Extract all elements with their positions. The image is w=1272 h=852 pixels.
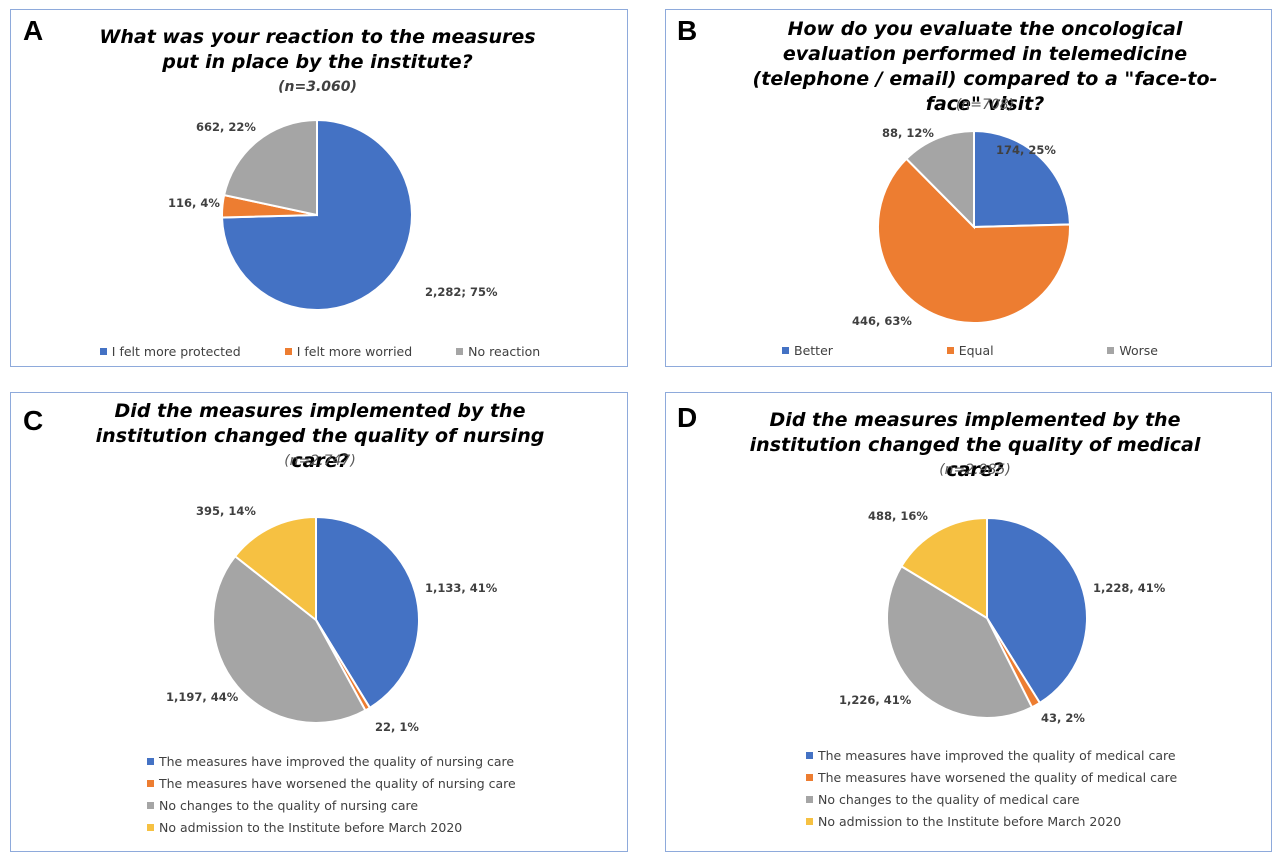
- legend-swatch: [147, 758, 154, 765]
- pie-slice-c-3: [212, 554, 367, 724]
- legend-a: I felt more protected I felt more worried…: [20, 344, 620, 359]
- panel-letter-c: C: [23, 405, 44, 436]
- legend-item-d-3: No changes to the quality of medical car…: [806, 792, 1266, 807]
- legend-label: I felt more worried: [296, 344, 413, 359]
- legend-swatch: [147, 802, 154, 809]
- legend-label: No admission to the Institute before Mar…: [818, 814, 1122, 829]
- pie-slice-b-2: [877, 157, 1071, 324]
- legend-swatch: [99, 348, 107, 355]
- legend-item-a-3: No reaction: [456, 344, 540, 359]
- legend-label: I felt more protected: [111, 344, 241, 359]
- legend-swatch: [806, 796, 813, 803]
- chart-subtitle-b: (n=708): [955, 97, 1015, 113]
- legend-swatch: [806, 774, 813, 781]
- legend-item-c-2: The measures have worsened the quality o…: [147, 776, 607, 791]
- legend-item-b-3: Worse: [1107, 343, 1158, 358]
- pie-slice-b-1: [973, 129, 1071, 229]
- pie-slice-a-1: [221, 118, 413, 311]
- chart-title-a: What was your reaction to the measures p…: [99, 26, 536, 74]
- panel-letter-d: D: [677, 402, 698, 433]
- pie-slice-a-3: [222, 118, 318, 217]
- legend-item-a-1: I felt more protected: [99, 344, 241, 359]
- data-label-b-2: 446, 63%: [852, 314, 912, 328]
- legend-swatch: [1107, 347, 1115, 354]
- data-label-a-1: 2,282; 75%: [425, 285, 498, 299]
- legend-item-b-1: Better: [782, 343, 833, 358]
- data-label-b-3: 88, 12%: [882, 126, 934, 140]
- legend-swatch: [946, 347, 954, 354]
- chart-subtitle-c: (n=2.747): [284, 453, 356, 469]
- data-label-d-4: 488, 16%: [868, 509, 928, 523]
- legend-b: Better Equal Worse: [700, 343, 1240, 358]
- data-label-a-3: 662, 22%: [196, 120, 256, 134]
- data-label-c-4: 395, 14%: [196, 504, 256, 518]
- legend-swatch: [806, 818, 813, 825]
- legend-swatch: [147, 824, 154, 831]
- legend-label: Better: [794, 343, 833, 358]
- legend-label: No changes to the quality of medical car…: [818, 792, 1080, 807]
- legend-label: The measures have improved the quality o…: [818, 748, 1176, 763]
- chart-subtitle-a: (n=3.060): [278, 79, 357, 95]
- legend-swatch: [806, 752, 813, 759]
- pie-slice-c-4: [233, 515, 317, 623]
- legend-label: The measures have improved the quality o…: [159, 754, 515, 769]
- panel-letter-b: B: [677, 15, 698, 46]
- pie-chart-c: 1,133, 41% 22, 1% 1,197, 44% 395, 14%: [166, 504, 498, 734]
- legend-swatch: [284, 348, 292, 355]
- legend-swatch: [456, 348, 464, 355]
- data-label-a-2: 116, 4%: [168, 196, 220, 210]
- data-label-b-1: 174, 25%: [996, 143, 1056, 157]
- legend-label: No reaction: [468, 344, 541, 359]
- legend-item-c-1: The measures have improved the quality o…: [147, 754, 607, 769]
- legend-swatch: [147, 780, 154, 787]
- pie-chart-b: 174, 25% 446, 63% 88, 12%: [852, 126, 1071, 328]
- panel-letter-a: A: [23, 15, 44, 46]
- legend-label: Worse: [1119, 343, 1158, 358]
- pie-slice-d-4: [900, 516, 988, 620]
- pie-slice-d-3: [886, 564, 1034, 719]
- legend-label: No admission to the Institute before Mar…: [159, 820, 463, 835]
- chart-title-c: Did the measures implemented by the inst…: [95, 400, 545, 473]
- data-label-d-2: 43, 2%: [1041, 711, 1085, 725]
- legend-item-b-2: Equal: [946, 343, 994, 358]
- legend-item-c-3: No changes to the quality of nursing car…: [147, 798, 607, 813]
- legend-swatch: [782, 347, 789, 354]
- data-label-d-1: 1,228, 41%: [1093, 581, 1166, 595]
- data-label-d-3: 1,226, 41%: [839, 693, 912, 707]
- data-label-c-1: 1,133, 41%: [425, 581, 498, 595]
- data-label-c-3: 1,197, 44%: [166, 690, 239, 704]
- data-label-c-2: 22, 1%: [375, 720, 419, 734]
- legend-label: The measures have worsened the quality o…: [159, 776, 516, 791]
- chart-title-d: Did the measures implemented by the inst…: [749, 409, 1201, 482]
- chart-subtitle-d: (n=2.985): [939, 462, 1011, 478]
- pie-slice-b-3: [905, 129, 975, 230]
- pie-chart-a: 2,282; 75% 116, 4% 662, 22%: [168, 118, 498, 311]
- legend-item-d-4: No admission to the Institute before Mar…: [806, 814, 1266, 829]
- chart-title-b: How do you evaluate the oncological eval…: [752, 18, 1218, 116]
- legend-item-c-4: No admission to the Institute before Mar…: [147, 820, 607, 835]
- legend-d: The measures have improved the quality o…: [806, 748, 1266, 836]
- legend-label: Equal: [958, 343, 994, 358]
- legend-c: The measures have improved the quality o…: [147, 754, 607, 842]
- legend-item-d-2: The measures have worsened the quality o…: [806, 770, 1266, 785]
- legend-item-a-2: I felt more worried: [284, 344, 413, 359]
- legend-label: No changes to the quality of nursing car…: [159, 798, 419, 813]
- legend-label: The measures have worsened the quality o…: [818, 770, 1178, 785]
- legend-item-d-1: The measures have improved the quality o…: [806, 748, 1266, 763]
